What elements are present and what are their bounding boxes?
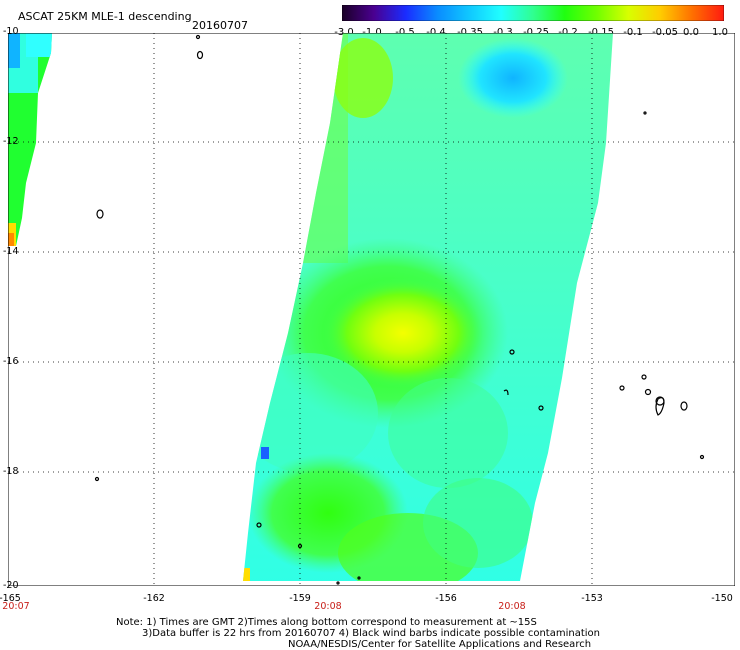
lon-label: -153: [581, 593, 603, 604]
main-swath: [243, 33, 613, 581]
islands: [94, 34, 705, 585]
colorbar: [341, 4, 725, 25]
note-line-1: Note: 1) Times are GMT 2)Times along bot…: [116, 617, 537, 628]
map-title: ASCAT 25KM MLE-1 descending: [18, 10, 192, 23]
note-line-2: 3)Data buffer is 22 hrs from 20160707 4)…: [142, 628, 600, 639]
time-label: 20:07: [2, 601, 30, 612]
colorbar-fill: [341, 4, 725, 22]
lon-label: -162: [143, 593, 165, 604]
graticule: [8, 33, 735, 586]
wind-map: [8, 33, 735, 586]
colorbar-gradient: [341, 4, 725, 22]
lon-label: -159: [289, 593, 311, 604]
lon-label: -156: [435, 593, 457, 604]
lat-label: -16: [3, 356, 19, 367]
lat-label: -10: [3, 26, 19, 37]
lon-label: -165: [0, 593, 21, 604]
lat-label: -18: [3, 466, 19, 477]
time-label: 20:08: [498, 601, 526, 612]
map-date: 20160707: [192, 19, 248, 32]
lat-label: -14: [3, 246, 19, 257]
lon-label: -150: [711, 593, 733, 604]
lat-label: -12: [3, 136, 19, 147]
lat-label: -20: [3, 580, 19, 591]
time-label: 20:08: [314, 601, 342, 612]
note-line-3: NOAA/NESDIS/Center for Satellite Applica…: [288, 639, 592, 650]
